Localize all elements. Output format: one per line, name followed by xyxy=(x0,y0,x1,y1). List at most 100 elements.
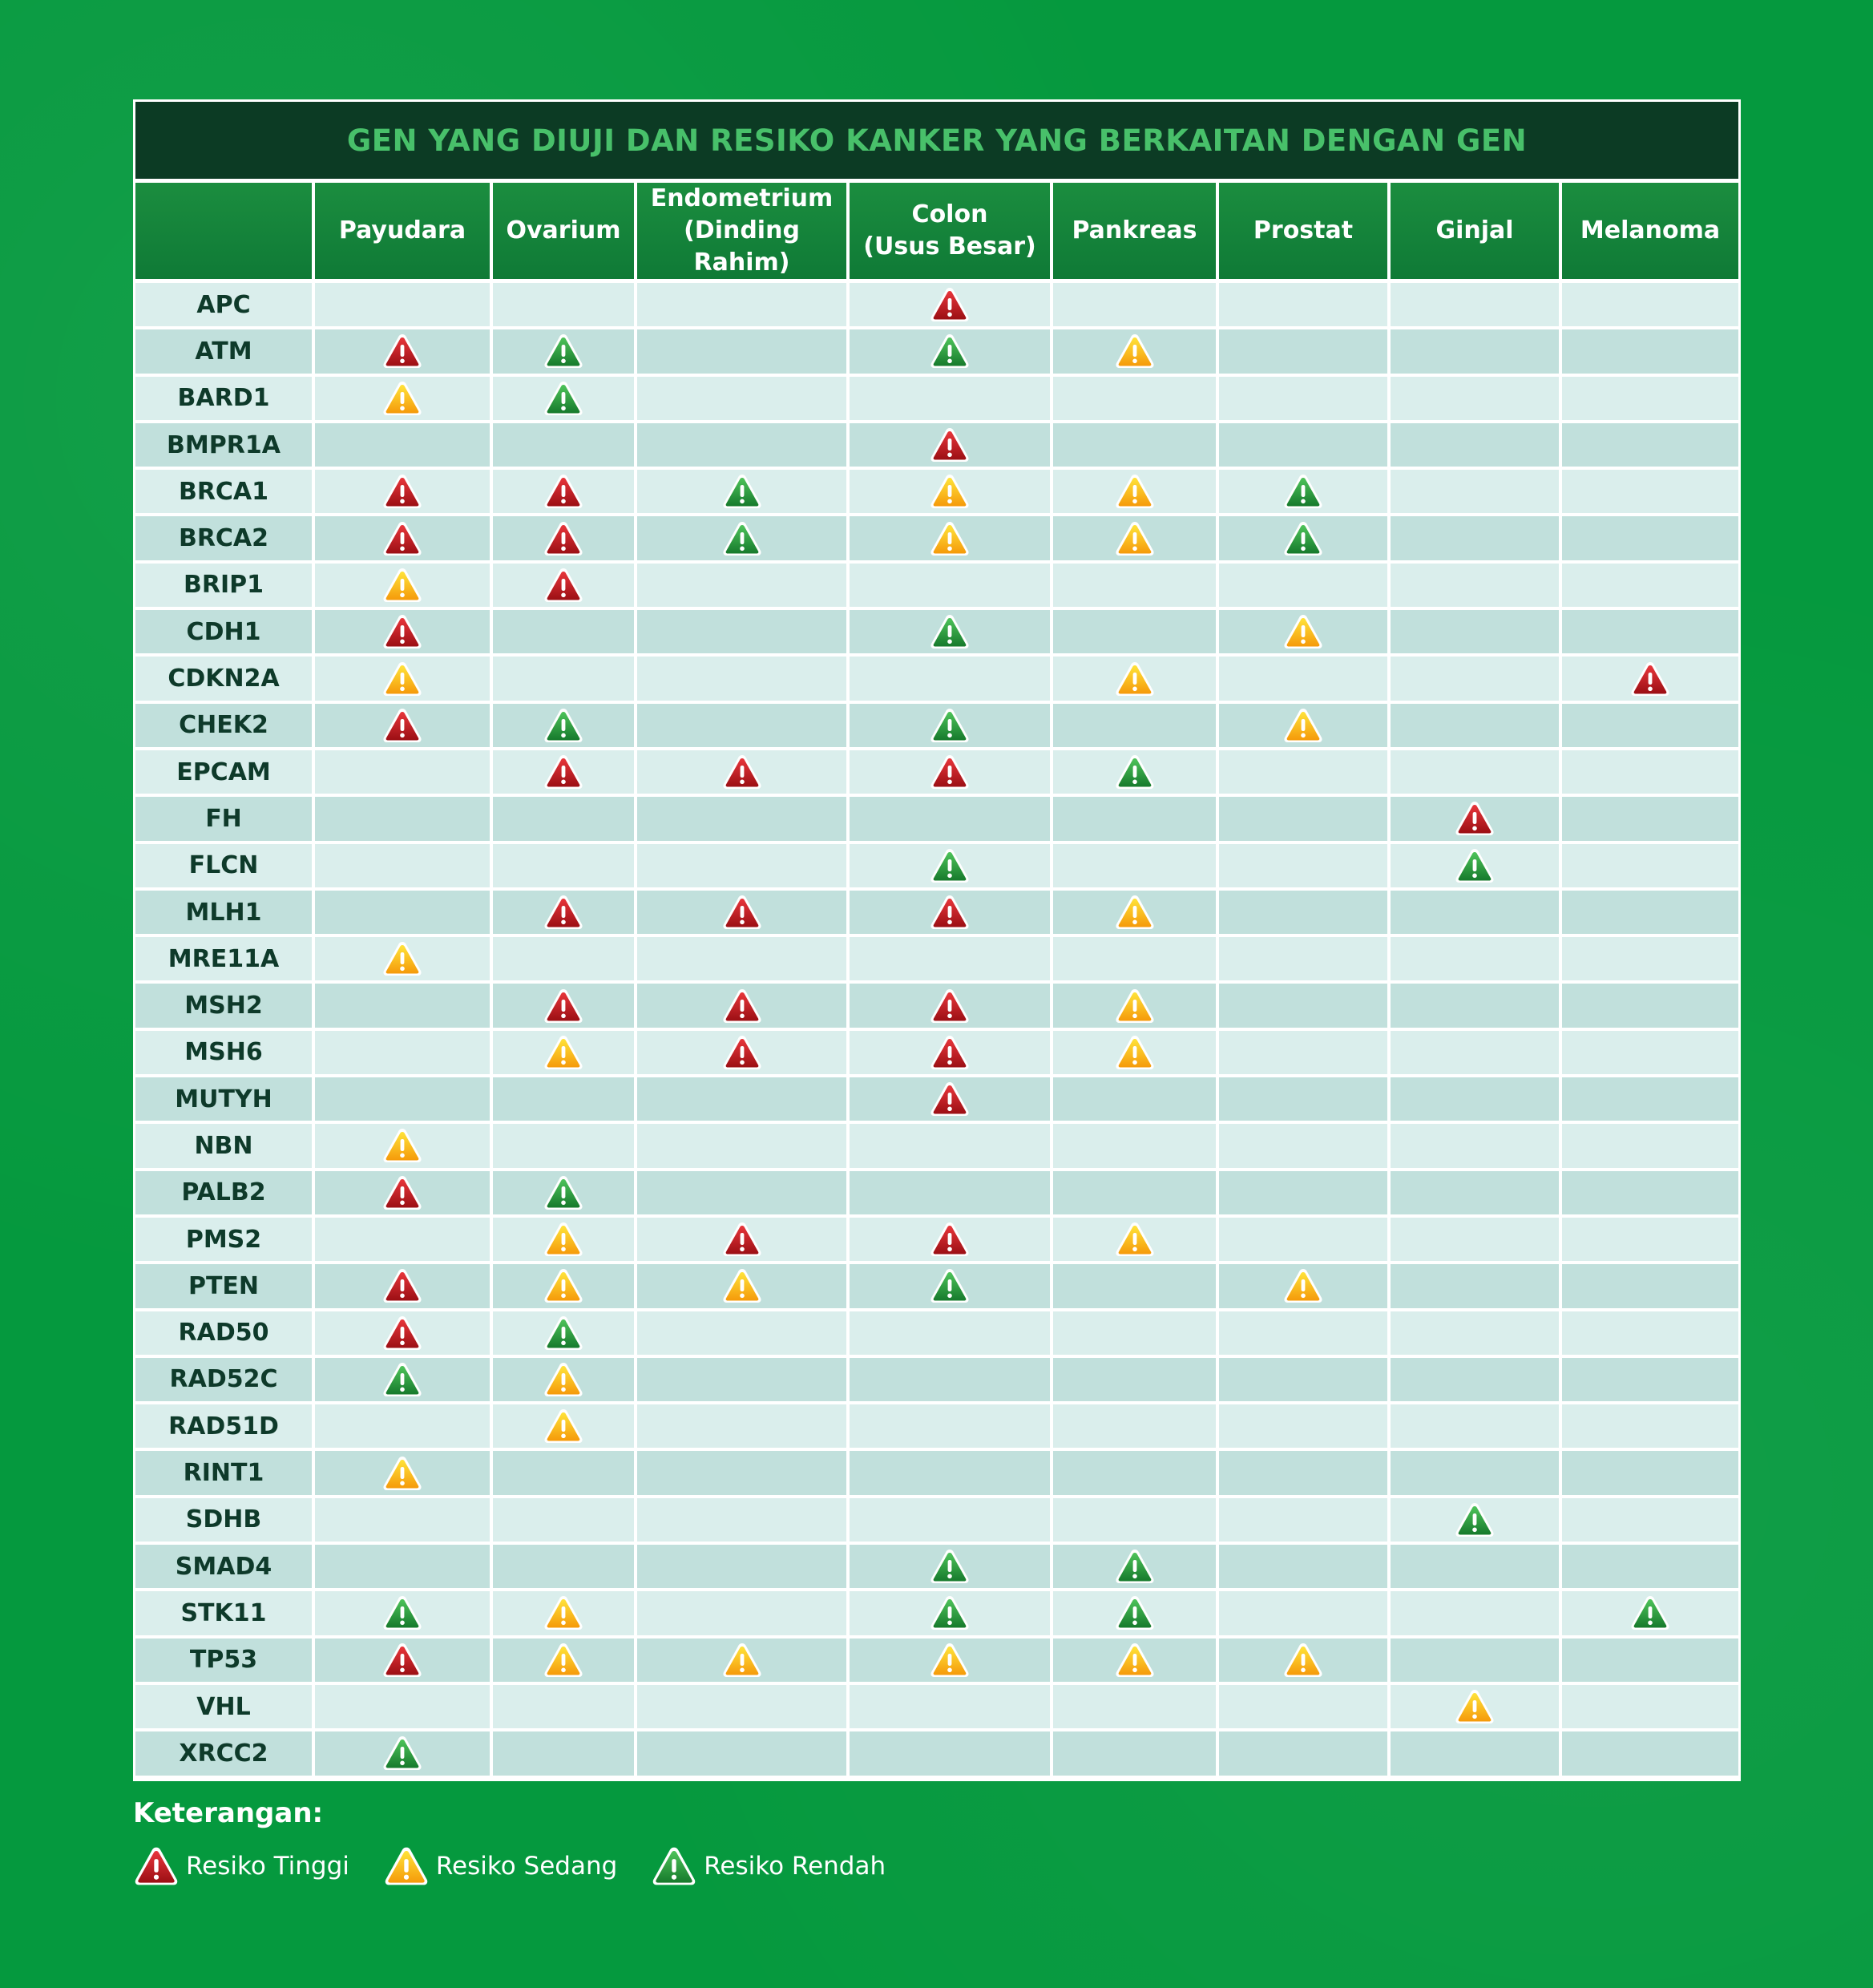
risk-cell xyxy=(313,982,493,1031)
risk-cell xyxy=(1560,888,1738,938)
risk-cell xyxy=(491,935,637,984)
gene-name: MSH6 xyxy=(135,1028,315,1078)
risk-cell xyxy=(313,795,493,844)
risk-cell xyxy=(1052,935,1219,984)
medium-risk-warning-icon xyxy=(930,475,969,509)
table-row: MUTYH xyxy=(135,1076,1738,1125)
low-risk-warning-icon xyxy=(930,708,969,742)
gene-name: BMPR1A xyxy=(135,421,315,471)
gene-name: PTEN xyxy=(135,1263,315,1311)
gene-name: MSH2 xyxy=(135,982,315,1031)
high-risk-warning-icon xyxy=(722,755,761,790)
risk-cell xyxy=(1217,328,1391,377)
medium-risk-warning-icon xyxy=(1115,661,1154,696)
low-risk-warning-icon xyxy=(930,334,969,369)
gene-risk-table: Payudara Ovarium Endometrium (Dinding Rah… xyxy=(135,183,1738,1779)
risk-cell xyxy=(1052,374,1219,423)
risk-cell xyxy=(313,1309,493,1358)
low-risk-warning-icon xyxy=(722,521,761,556)
risk-cell xyxy=(491,1636,637,1685)
risk-cell xyxy=(313,748,493,798)
gene-name: XRCC2 xyxy=(135,1730,315,1779)
risk-cell xyxy=(313,1403,493,1452)
header-sublabel: (Dinding Rahim) xyxy=(684,216,800,277)
risk-cell xyxy=(848,1263,1053,1311)
risk-cell xyxy=(1052,1683,1219,1732)
table-body: APC ATM BARD1 BMPR1A BRCA1 BRCA2 BRIP1 CDH1 CDKN… xyxy=(135,281,1738,1779)
table-row: BRCA2 xyxy=(135,515,1738,564)
high-risk-warning-icon xyxy=(930,1082,969,1117)
risk-cell xyxy=(1560,328,1738,377)
table-row: PTEN xyxy=(135,1263,1738,1311)
risk-cell xyxy=(636,468,850,517)
risk-cell xyxy=(313,421,493,471)
risk-cell xyxy=(636,1590,850,1638)
risk-cell xyxy=(1389,1356,1562,1405)
risk-cell xyxy=(1217,281,1391,330)
medium-risk-warning-icon xyxy=(1284,615,1322,649)
medium-risk-warning-icon xyxy=(385,1847,428,1885)
risk-cell xyxy=(1217,1215,1391,1265)
table-row: MSH2 xyxy=(135,982,1738,1031)
header-label: Endometrium xyxy=(650,184,834,212)
risk-cell xyxy=(1389,561,1562,611)
header-label: Prostat xyxy=(1253,216,1354,244)
high-risk-warning-icon xyxy=(383,1269,422,1303)
risk-cell xyxy=(1052,421,1219,471)
low-risk-warning-icon xyxy=(1455,848,1494,883)
risk-cell xyxy=(848,515,1053,564)
risk-cell xyxy=(313,328,493,377)
risk-cell xyxy=(1217,888,1391,938)
risk-cell xyxy=(1560,1496,1738,1546)
risk-cell xyxy=(1560,515,1738,564)
risk-cell xyxy=(1389,795,1562,844)
risk-cell xyxy=(1217,608,1391,657)
risk-cell xyxy=(313,374,493,423)
risk-cell xyxy=(313,1215,493,1265)
header-label: Ginjal xyxy=(1435,216,1514,244)
risk-cell xyxy=(1389,1496,1562,1546)
low-risk-warning-icon xyxy=(1115,755,1154,790)
risk-cell xyxy=(1217,701,1391,750)
table-row: BRCA1 xyxy=(135,468,1738,517)
risk-cell xyxy=(1389,1449,1562,1498)
header-row: Payudara Ovarium Endometrium (Dinding Rah… xyxy=(135,183,1738,283)
risk-cell xyxy=(1052,1496,1219,1546)
risk-cell xyxy=(313,1683,493,1732)
risk-cell xyxy=(1389,1076,1562,1125)
table-row: CDH1 xyxy=(135,608,1738,657)
risk-cell xyxy=(313,1356,493,1405)
risk-cell xyxy=(1389,328,1562,377)
risk-cell xyxy=(1560,748,1738,798)
risk-cell xyxy=(1389,1636,1562,1685)
medium-risk-warning-icon xyxy=(1115,988,1154,1023)
risk-cell xyxy=(1052,1730,1219,1779)
medium-risk-warning-icon xyxy=(1115,334,1154,369)
risk-cell xyxy=(1052,701,1219,750)
risk-cell xyxy=(1389,1215,1562,1265)
high-risk-warning-icon xyxy=(383,475,422,509)
risk-cell xyxy=(1217,421,1391,471)
risk-cell xyxy=(848,608,1053,657)
gene-name: SMAD4 xyxy=(135,1543,315,1592)
risk-cell xyxy=(1052,655,1219,704)
high-risk-warning-icon xyxy=(544,521,583,556)
gene-name: BRIP1 xyxy=(135,561,315,611)
risk-cell xyxy=(1560,608,1738,657)
risk-cell xyxy=(491,468,637,517)
header-col: Prostat xyxy=(1217,183,1391,283)
low-risk-warning-icon xyxy=(1115,1596,1154,1630)
table-row: RAD50 xyxy=(135,1309,1738,1358)
risk-cell xyxy=(491,701,637,750)
risk-cell xyxy=(1560,1028,1738,1078)
risk-cell xyxy=(636,281,850,330)
risk-cell xyxy=(1217,1730,1391,1779)
risk-cell xyxy=(491,888,637,938)
risk-cell xyxy=(636,1683,850,1732)
header-col: Melanoma xyxy=(1560,183,1738,283)
risk-cell xyxy=(1052,1215,1219,1265)
risk-cell xyxy=(1560,1076,1738,1125)
risk-cell xyxy=(848,1730,1053,1779)
risk-cell xyxy=(491,842,637,891)
table-row: BMPR1A xyxy=(135,421,1738,471)
